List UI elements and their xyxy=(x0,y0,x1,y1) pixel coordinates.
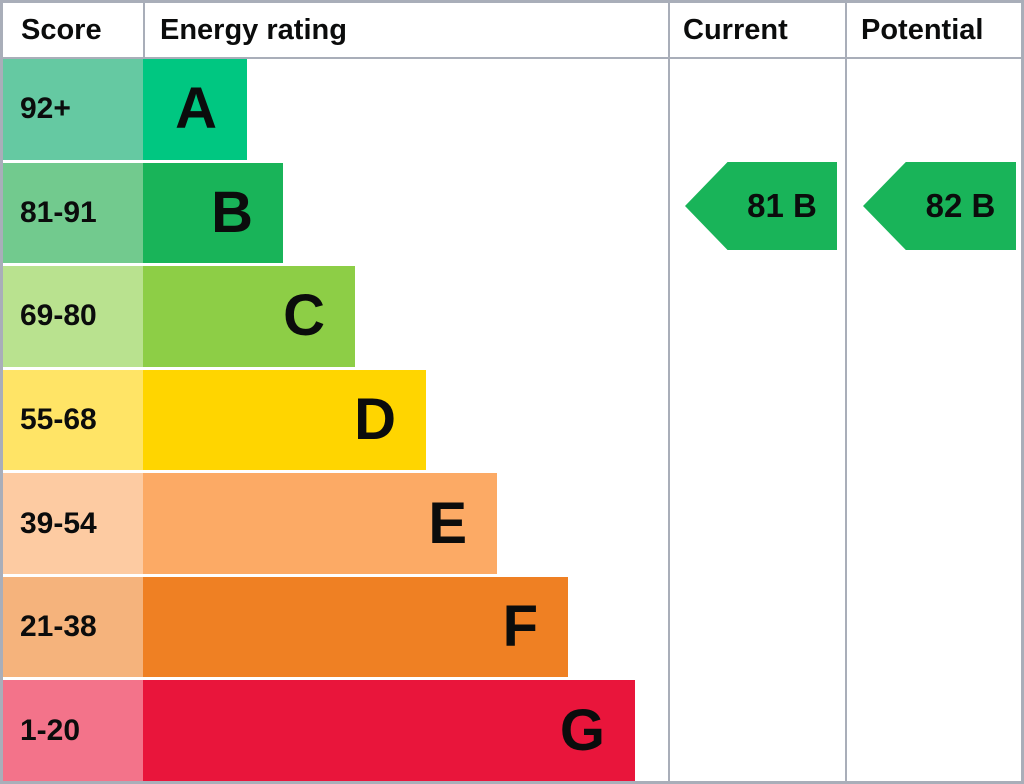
band-bar: C xyxy=(143,266,355,367)
potential-column-divider xyxy=(845,3,847,781)
band-bar: F xyxy=(143,576,568,678)
band-row: 39-54 E xyxy=(3,473,1021,577)
bands: 92+ A 81-91 B 69-80 C 55-68 D 39-54 E 21… xyxy=(3,59,1021,781)
band-row: 81-91 B xyxy=(3,162,1021,267)
band-score-range: 92+ xyxy=(3,59,143,160)
score-column-divider xyxy=(143,3,145,57)
header-energy-rating: Energy rating xyxy=(160,13,347,46)
band-score-range: 1-20 xyxy=(3,680,143,781)
band-bar: A xyxy=(143,59,247,160)
band-bar: B xyxy=(143,162,283,264)
header-score: Score xyxy=(21,13,102,46)
current-rating-label: 81 B xyxy=(747,187,817,224)
band-score-range: 21-38 xyxy=(3,576,143,678)
band-score-range: 55-68 xyxy=(3,369,143,471)
header-divider xyxy=(3,57,1021,59)
potential-rating-label: 82 B xyxy=(925,187,996,224)
band-score-range: 69-80 xyxy=(3,266,143,367)
band-bar: E xyxy=(143,473,497,574)
band-row: 69-80 C xyxy=(3,266,1021,370)
chart-header: Score Energy rating Current Potential xyxy=(3,3,1021,57)
band-row: 92+ A xyxy=(3,59,1021,163)
header-current: Current xyxy=(683,13,788,46)
band-bar: D xyxy=(143,369,426,471)
band-row: 1-20 G xyxy=(3,680,1021,781)
band-bar: G xyxy=(143,680,635,781)
header-potential: Potential xyxy=(861,13,984,46)
band-row: 55-68 D xyxy=(3,369,1021,474)
current-column-divider xyxy=(668,3,670,781)
band-score-range: 39-54 xyxy=(3,473,143,574)
band-score-range: 81-91 xyxy=(3,162,143,264)
band-row: 21-38 F xyxy=(3,576,1021,681)
